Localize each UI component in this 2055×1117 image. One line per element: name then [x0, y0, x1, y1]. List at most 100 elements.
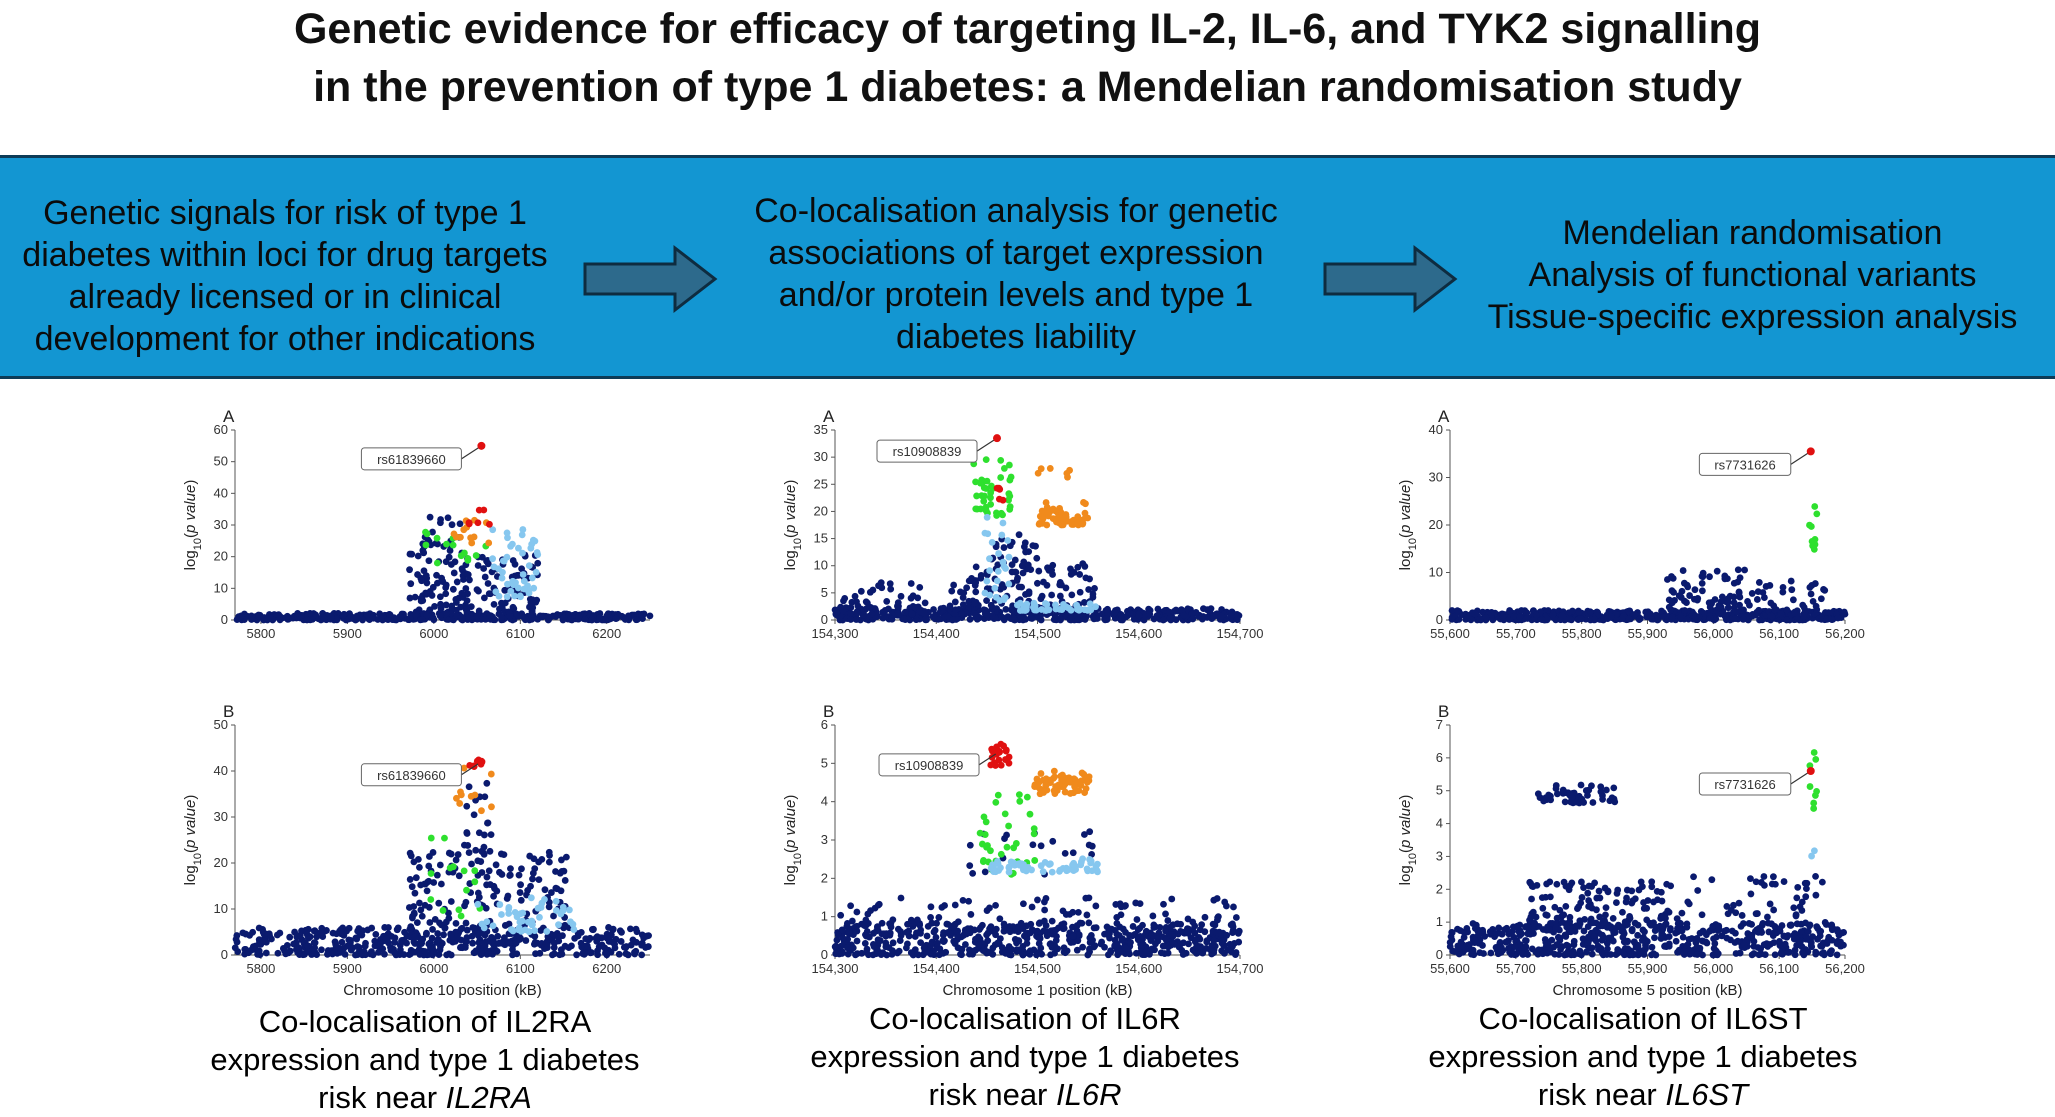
snp-point: [946, 602, 954, 610]
snp-point: [1067, 570, 1075, 578]
snp-point: [304, 925, 312, 933]
snp-point: [1076, 571, 1084, 578]
snp-point: [1011, 568, 1019, 576]
snp-point: [1575, 608, 1583, 616]
snp-point: [1046, 465, 1054, 472]
snp-point: [1784, 949, 1792, 956]
x-tick-label: 154,600: [1115, 626, 1162, 641]
y-tick-label: 10: [214, 580, 228, 595]
snp-point: [1613, 950, 1621, 957]
snp-point: [1810, 749, 1818, 756]
snp-point: [473, 586, 481, 594]
snp-point: [1747, 890, 1755, 898]
snp-point: [1619, 933, 1627, 941]
snp-point: [1658, 607, 1665, 615]
y-tick-label: 15: [814, 531, 828, 546]
snp-point: [986, 567, 994, 575]
snp-point: [247, 946, 255, 954]
snp-point: [986, 925, 993, 933]
snp-point: [423, 887, 431, 895]
snp-point: [864, 910, 872, 918]
snp-point: [485, 867, 493, 875]
snp-point: [381, 924, 389, 931]
snp-point: [561, 942, 569, 950]
snp-point: [520, 585, 528, 593]
snp-point: [511, 592, 518, 600]
snp-point: [982, 456, 990, 464]
snp-point: [1040, 917, 1048, 925]
snp-point: [1602, 911, 1609, 919]
snp-point: [1061, 788, 1069, 796]
snp-point: [328, 613, 335, 621]
snp-point: [1070, 859, 1078, 867]
snp-point: [438, 574, 445, 582]
snp-point: [458, 613, 466, 621]
snp-point: [407, 950, 415, 958]
snp-point: [1672, 937, 1680, 945]
snp-point: [1196, 926, 1204, 934]
panel-letter: A: [223, 407, 235, 426]
snp-point: [413, 919, 421, 927]
snp-point: [318, 946, 325, 954]
snp-point: [1184, 915, 1192, 923]
snp-point: [1002, 756, 1009, 763]
snp-point: [1001, 810, 1009, 818]
snp-point: [1083, 865, 1091, 873]
snp-point: [1023, 939, 1031, 947]
snp-point: [862, 916, 870, 924]
snp-point: [1723, 903, 1731, 910]
snp-point: [1800, 610, 1808, 618]
snp-point: [527, 544, 535, 552]
snp-point: [1498, 944, 1505, 952]
snp-point: [1677, 613, 1684, 621]
snp-point: [1651, 934, 1658, 942]
snp-point: [566, 906, 573, 914]
snp-point: [1090, 615, 1098, 623]
snp-point: [1681, 607, 1689, 614]
snp-points: [1448, 503, 1849, 624]
snp-point: [249, 928, 257, 936]
snp-point: [449, 938, 457, 946]
y-tick-label: 10: [1429, 565, 1443, 580]
snp-point: [463, 934, 471, 941]
snp-point: [1706, 573, 1713, 581]
snp-point: [467, 792, 475, 800]
snp-point: [363, 611, 371, 619]
snp-point: [1570, 951, 1578, 959]
snp-point: [984, 530, 992, 538]
snp-point: [1724, 598, 1732, 606]
snp-point: [1559, 786, 1567, 794]
snp-point: [463, 829, 471, 836]
snp-point: [338, 938, 346, 946]
snp-point: [1460, 933, 1468, 941]
snp-point: [1723, 615, 1731, 623]
snp-point: [1826, 948, 1834, 956]
snp-point: [1584, 938, 1592, 946]
snp-point: [1019, 951, 1027, 959]
snp-point: [995, 495, 1003, 503]
snp-point: [281, 947, 288, 955]
snp-point: [1810, 799, 1818, 807]
snp-point: [1081, 831, 1088, 838]
snp-point: [1184, 605, 1192, 613]
snp-point: [453, 794, 460, 802]
snp-point: [1069, 908, 1077, 916]
snp-point: [511, 560, 519, 568]
snp-point: [908, 610, 916, 618]
snp-point: [552, 884, 560, 892]
snp-point: [1172, 606, 1180, 614]
snp-point: [1047, 951, 1055, 959]
snp-point: [371, 942, 379, 950]
snp-point: [993, 577, 1001, 585]
x-axis-label: Chromosome 10 position (kB): [343, 982, 541, 999]
snp-point: [534, 559, 542, 567]
y-axis-label: log10(p value): [782, 480, 804, 571]
snp-point: [930, 928, 938, 936]
snp-point: [1471, 924, 1479, 932]
snp-point: [923, 948, 931, 956]
snp-point: [998, 531, 1006, 539]
snp-point: [977, 924, 984, 932]
snp-point: [460, 867, 468, 875]
snp-point: [465, 519, 473, 527]
snp-point: [874, 936, 882, 944]
